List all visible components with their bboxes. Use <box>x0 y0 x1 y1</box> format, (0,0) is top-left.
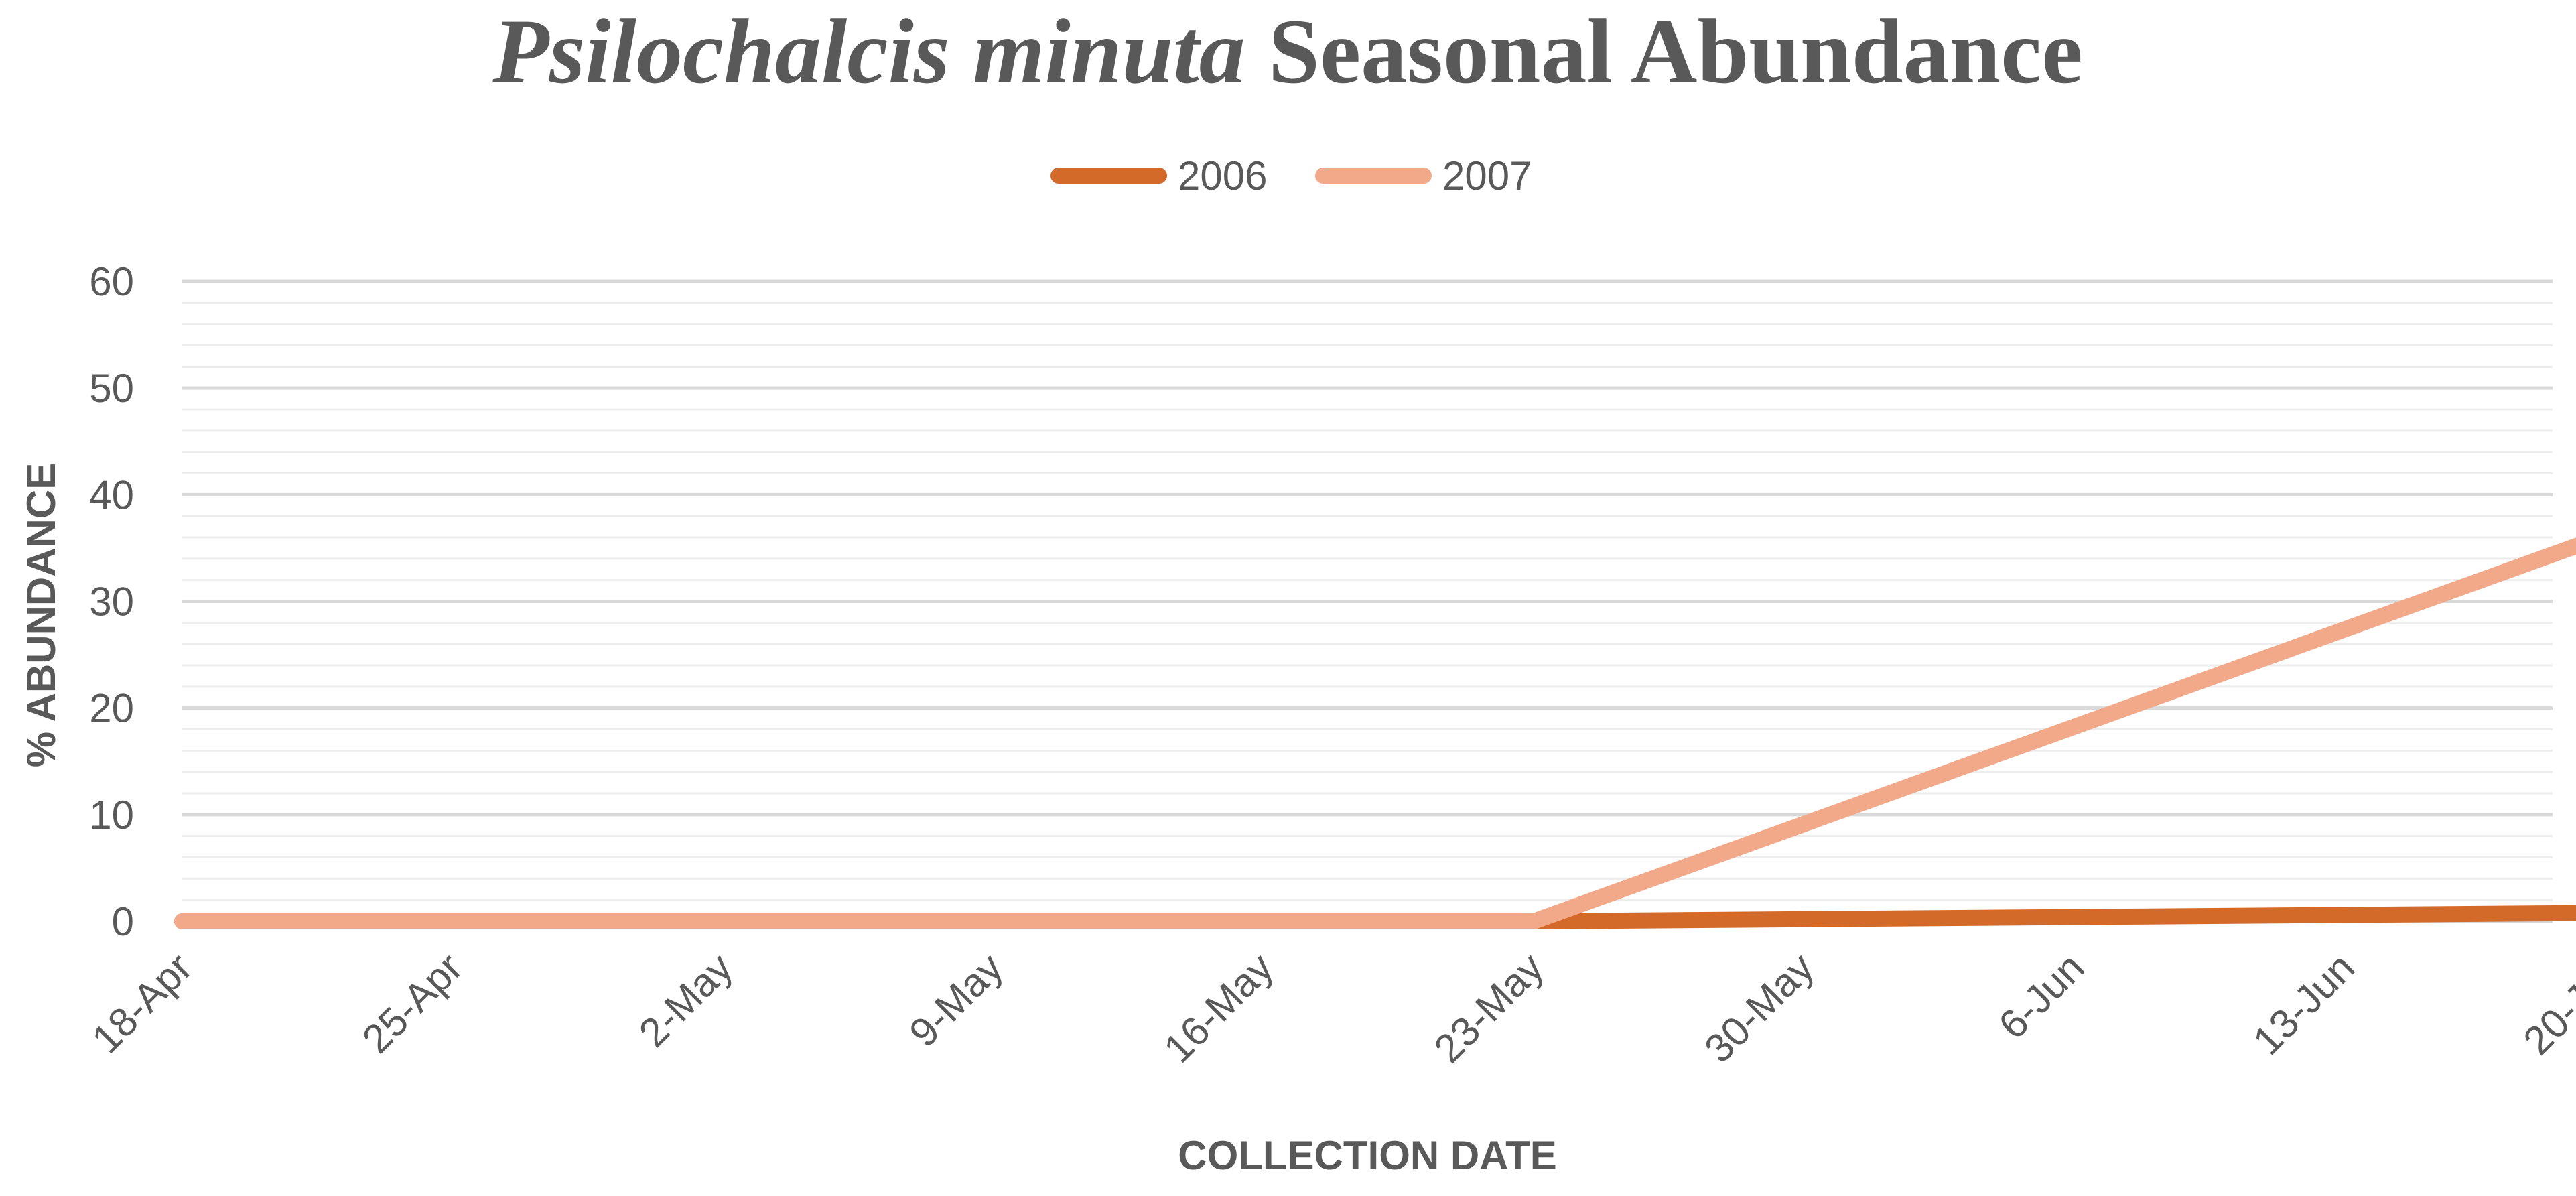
gridlines <box>182 279 2553 923</box>
legend-label-2007: 2007 <box>1442 153 1532 198</box>
y-axis-tick-labels: 0 10 20 30 40 50 60 <box>89 259 134 944</box>
chart-title-rest: Seasonal Abundance <box>1268 0 2083 103</box>
y-tick-label: 40 <box>89 472 134 517</box>
x-tick-label: 30-May <box>1696 945 1822 1071</box>
x-axis-title: COLLECTION DATE <box>1178 1133 1557 1178</box>
y-tick-label: 10 <box>89 793 134 838</box>
y-tick-label: 0 <box>112 899 134 944</box>
x-tick-label: 25-Apr <box>354 945 471 1062</box>
x-tick-label: 9-May <box>900 945 1011 1055</box>
legend: 2006 2007 <box>1050 153 1532 198</box>
legend-label-2006: 2006 <box>1178 153 1267 198</box>
x-tick-label: 23-May <box>1426 945 1552 1071</box>
chart-title: Psilochalcis minuta Seasonal Abundance <box>492 0 2082 103</box>
x-tick-label: 20-Jun <box>2515 945 2576 1063</box>
x-axis-tick-labels: 18-Apr 25-Apr 2-May 9-May 16-May 23-May 30-May… <box>83 945 2576 1071</box>
x-tick-label: 13-Jun <box>2244 945 2363 1063</box>
y-tick-label: 30 <box>89 580 134 624</box>
series-layer <box>174 537 2576 929</box>
y-tick-label: 20 <box>89 686 134 731</box>
x-tick-label: 16-May <box>1155 945 1282 1071</box>
x-tick-label: 6-Jun <box>1990 945 2093 1048</box>
y-tick-label: 50 <box>89 366 134 411</box>
x-tick-label: 18-Apr <box>83 945 200 1062</box>
series-line-2007 <box>174 537 2576 929</box>
y-tick-label: 60 <box>89 259 134 304</box>
series-line-2006 <box>174 905 2576 929</box>
x-tick-label: 2-May <box>630 945 741 1055</box>
y-axis-title: % ABUNDANCE <box>19 463 64 767</box>
chart-title-italic: Psilochalcis minuta <box>492 0 1245 103</box>
